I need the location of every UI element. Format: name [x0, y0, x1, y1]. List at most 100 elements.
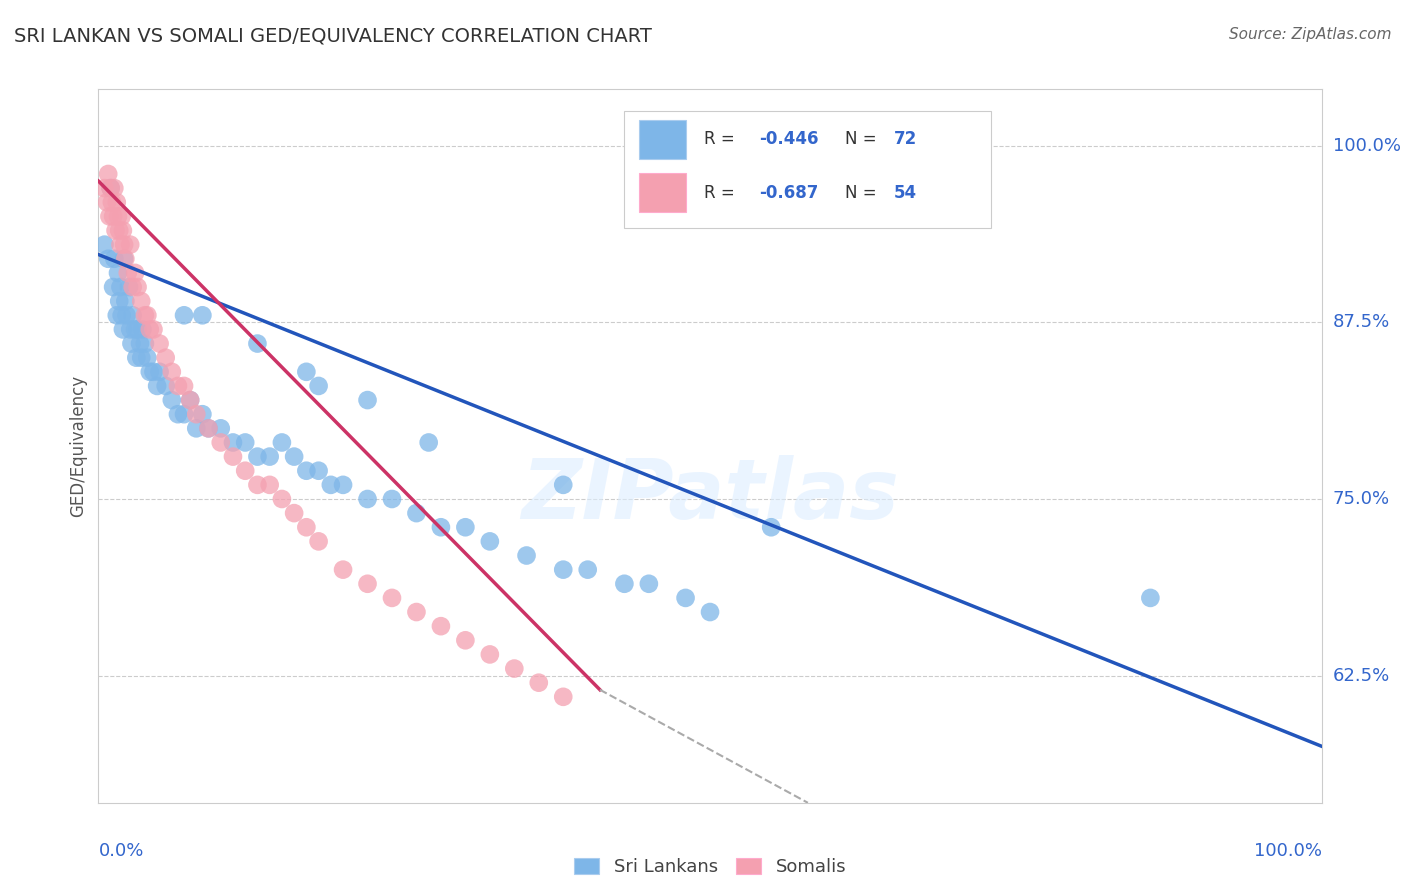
Point [127, 280, 149, 294]
Point [129, 294, 152, 309]
Point [356, 491, 378, 506]
Text: 100.0%: 100.0% [1333, 136, 1400, 154]
Legend: Sri Lankans, Somalis: Sri Lankans, Somalis [574, 857, 846, 876]
Point [191, 407, 214, 421]
Point [93, 237, 115, 252]
Point [191, 308, 214, 322]
Point [136, 351, 159, 365]
Point [131, 322, 153, 336]
Point [155, 379, 177, 393]
Point [155, 351, 177, 365]
Point [503, 662, 526, 676]
Point [100, 181, 122, 195]
Point [134, 308, 156, 322]
Point [120, 322, 142, 336]
Point [613, 576, 636, 591]
Point [167, 379, 190, 393]
Point [160, 365, 183, 379]
Point [112, 237, 135, 252]
Point [283, 506, 305, 520]
Text: 75.0%: 75.0% [1333, 490, 1391, 508]
Text: R =: R = [704, 130, 740, 148]
Point [98, 210, 121, 224]
Point [124, 266, 146, 280]
Text: SRI LANKAN VS SOMALI GED/EQUIVALENCY CORRELATION CHART: SRI LANKAN VS SOMALI GED/EQUIVALENCY COR… [14, 27, 652, 45]
Point [179, 393, 201, 408]
Point [222, 435, 245, 450]
Point [179, 393, 201, 408]
Point [454, 633, 477, 648]
Point [134, 336, 156, 351]
Text: 0.0%: 0.0% [98, 842, 143, 860]
Point [430, 520, 453, 534]
Point [103, 252, 125, 266]
Point [149, 365, 172, 379]
Point [103, 181, 125, 195]
Point [160, 393, 183, 408]
FancyBboxPatch shape [640, 120, 686, 159]
Point [124, 322, 146, 336]
Point [319, 478, 342, 492]
Point [186, 421, 208, 435]
Point [129, 351, 152, 365]
Point [127, 322, 149, 336]
Point [110, 237, 132, 252]
Point [96, 195, 118, 210]
Text: 72: 72 [894, 130, 917, 148]
Point [332, 478, 354, 492]
Point [101, 210, 124, 224]
Point [270, 435, 294, 450]
Point [167, 407, 190, 421]
Point [259, 478, 281, 492]
Point [332, 563, 354, 577]
Point [93, 181, 115, 195]
Point [576, 563, 599, 577]
Point [246, 450, 269, 464]
Point [283, 450, 305, 464]
Point [100, 181, 122, 195]
Point [527, 675, 550, 690]
Point [101, 195, 124, 210]
Point [405, 506, 427, 520]
Text: -0.687: -0.687 [759, 184, 818, 202]
Point [761, 520, 783, 534]
Point [111, 322, 134, 336]
Point [222, 450, 245, 464]
Point [118, 280, 141, 294]
Point [146, 379, 169, 393]
Point [112, 252, 135, 266]
Point [107, 266, 129, 280]
Point [405, 605, 427, 619]
Point [233, 435, 256, 450]
Text: 54: 54 [894, 184, 917, 202]
Point [270, 491, 294, 506]
Point [97, 252, 120, 266]
Point [173, 308, 195, 322]
Point [553, 690, 575, 704]
FancyBboxPatch shape [640, 173, 686, 212]
Point [295, 365, 318, 379]
Point [139, 322, 162, 336]
Text: R =: R = [704, 184, 740, 202]
Point [105, 195, 128, 210]
Point [308, 379, 330, 393]
Point [197, 421, 219, 435]
Text: 62.5%: 62.5% [1333, 666, 1391, 685]
Y-axis label: GED/Equivalency: GED/Equivalency [69, 375, 87, 517]
Point [114, 294, 136, 309]
Point [115, 308, 138, 322]
Point [139, 365, 162, 379]
Point [699, 605, 721, 619]
Point [121, 280, 143, 294]
Point [1139, 591, 1161, 605]
Point [97, 167, 120, 181]
Text: N =: N = [845, 130, 882, 148]
Point [120, 336, 142, 351]
Text: Source: ZipAtlas.com: Source: ZipAtlas.com [1229, 27, 1392, 42]
Text: N =: N = [845, 184, 882, 202]
Point [430, 619, 453, 633]
Point [101, 280, 124, 294]
Point [105, 308, 128, 322]
Point [142, 365, 165, 379]
Point [295, 464, 318, 478]
